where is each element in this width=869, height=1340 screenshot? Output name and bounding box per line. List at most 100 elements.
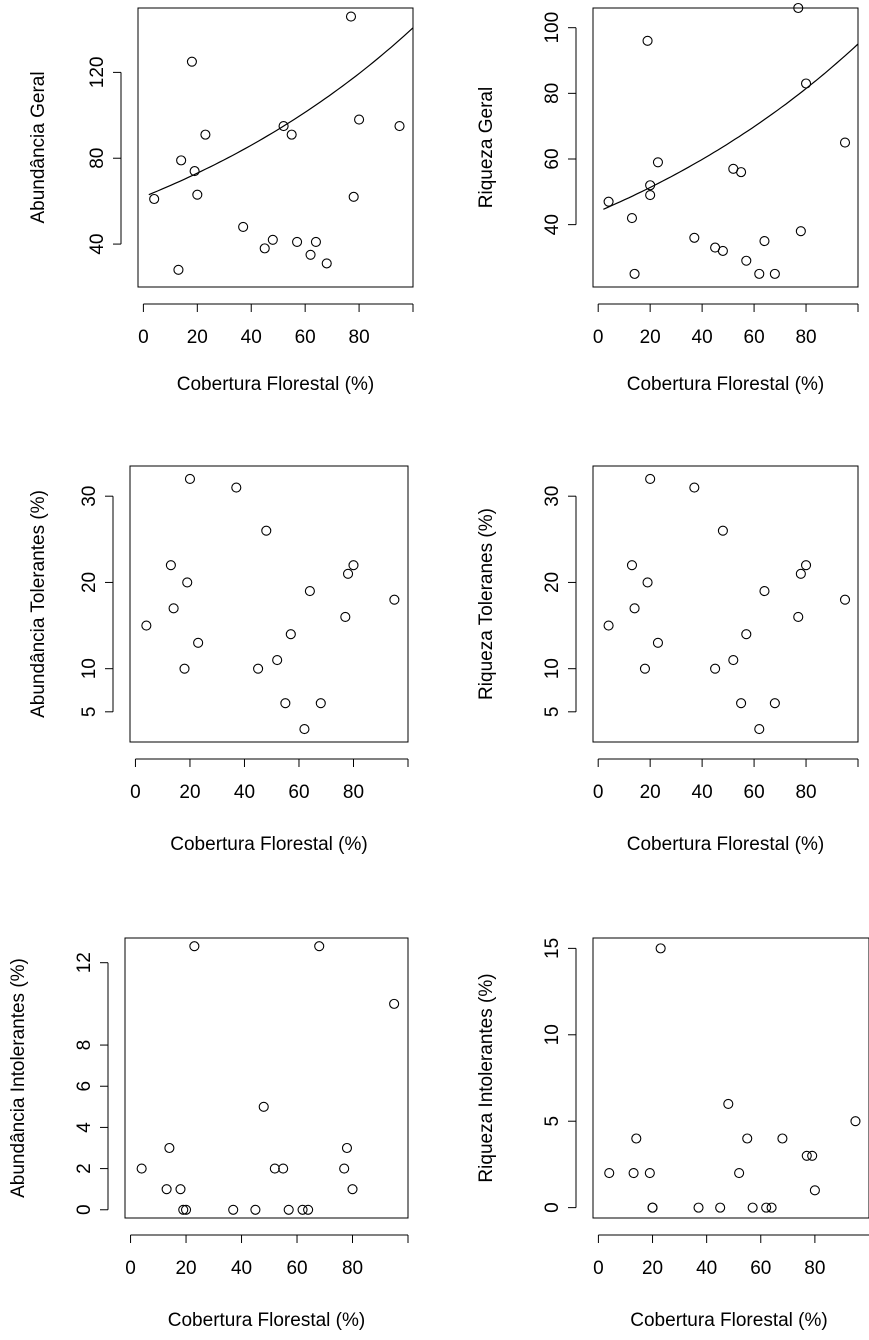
data-point [238,221,249,232]
data-point [184,473,196,484]
data-point [628,1168,639,1179]
x-tick-label: 80 [342,1258,363,1279]
x-tick-label: 0 [593,1258,604,1279]
data-point [292,236,303,247]
plot-frame [129,465,409,743]
data-point [278,120,289,132]
x-tick-label: 0 [593,782,604,803]
data-point [793,2,804,14]
data-point [693,1202,704,1213]
plot-panel-1: 0 20 40 60 80 40 80 120 Cobertura Florestal (%) A… [28,7,414,395]
y-tick-label: 2 [74,1163,95,1174]
data-point [603,620,614,631]
data-point [285,629,296,640]
data-point [175,1184,186,1195]
data-point [642,35,653,46]
x-tick-label: 20 [187,327,208,348]
plot-frame [124,937,409,1219]
plot-panel-3: 0 20 40 60 80 5 10 20 30 Cobertura Florestal (%) A… [28,465,409,855]
x-tick-label: 0 [138,327,149,348]
y-tick-label: 6 [74,1081,95,1092]
y-tick-label: 0 [542,1202,563,1213]
data-point [345,11,357,22]
data-point [759,235,770,247]
data-point [200,129,211,140]
y-tick-label: 10 [542,1024,563,1045]
data-point [689,232,700,243]
y-tick-label: 15 [542,938,563,959]
y-axis-title: Abundância Tolerantes (%) [28,490,49,718]
x-tick-label: 0 [125,1258,136,1279]
x-tick-label: 80 [795,327,816,348]
data-point [769,268,780,279]
data-point [161,1184,172,1195]
y-tick-label: 120 [87,57,108,89]
data-point [304,586,315,597]
y-tick-label: 20 [542,572,563,593]
data-point [342,568,354,579]
x-axis-title: Cobertura Florestal (%) [627,834,824,855]
y-tick-label: 80 [87,148,108,169]
data-point [793,611,804,622]
data-point [180,1204,192,1215]
y-tick-label: 40 [542,214,563,235]
data-point [742,1133,753,1144]
x-tick-label: 80 [795,782,816,803]
data-point [189,166,200,177]
x-tick-label: 80 [349,327,370,348]
data-point [348,560,359,571]
data-point [717,245,728,256]
y-tick-label: 5 [542,1116,563,1127]
x-tick-label: 20 [175,1258,196,1279]
data-point [389,594,400,605]
y-axis-title: Riqueza Toleranes (%) [476,508,497,700]
data-point [280,698,291,709]
data-point [629,603,640,614]
data-point [723,1098,734,1109]
y-tick-label: 30 [542,486,563,507]
data-point [769,698,780,709]
plot-frame [592,465,859,743]
x-tick-label: 40 [692,327,713,348]
data-point [340,611,351,622]
data-point [192,189,203,200]
data-point [807,1150,818,1161]
data-point [261,525,272,536]
data-point [250,1204,261,1215]
y-axis-title: Abundância Intolerantes (%) [8,958,29,1198]
y-axis-title: Abundância Geral [28,71,49,223]
data-point [272,655,283,666]
data-point [766,1202,777,1213]
data-point [267,234,278,245]
data-point [689,482,700,493]
x-tick-label: 60 [288,782,309,803]
data-point [747,1202,758,1213]
data-point [173,264,184,275]
y-tick-label: 10 [79,658,100,679]
y-tick-label: 4 [74,1122,95,1133]
x-tick-label: 40 [231,1258,252,1279]
data-point [603,196,614,207]
data-point [800,560,812,571]
data-point [278,1163,289,1174]
data-point [629,268,640,279]
y-tick-label: 30 [79,486,100,507]
x-tick-label: 40 [234,782,255,803]
data-point [710,663,721,674]
data-point [253,663,264,674]
y-tick-label: 0 [74,1204,95,1215]
data-point [231,482,242,493]
data-point [394,120,405,132]
data-point [149,193,160,205]
x-tick-label: 60 [295,327,316,348]
y-tick-label: 20 [79,572,100,593]
data-point [754,724,765,735]
y-tick-label: 12 [74,952,95,973]
data-point [639,663,651,674]
y-axis-title: Riqueza Geral [476,87,497,208]
data-point [348,191,359,202]
plot-panel-4: 0 20 40 60 80 5 10 20 30 Cobertura Florestal (%) R… [476,465,859,855]
data-point [715,1202,726,1213]
fitted-curve [603,43,859,210]
data-point [626,213,638,224]
